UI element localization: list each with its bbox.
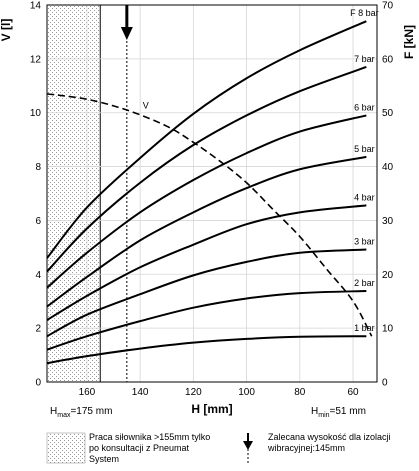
h-max-value: =175 mm (70, 406, 112, 417)
legend-arrow-text: Zalecana wysokość dla izolacji wibracyjn… (268, 432, 391, 453)
x-tick-label: 160 (79, 387, 96, 398)
h-min-label: Hmin=51 mm (311, 406, 366, 419)
x-tick-label: 100 (238, 387, 255, 398)
y-left-tick-label: 2 (35, 324, 41, 335)
volume-curve-label: V (143, 101, 149, 111)
force-curve (46, 20, 367, 259)
legend-arrow-icon (243, 441, 253, 450)
y-right-tick-label: 20 (382, 270, 394, 281)
x-tick-label: 60 (347, 387, 359, 398)
y-right-tick-label: 40 (382, 162, 394, 173)
h-min-symbol: H (311, 406, 318, 417)
y-right-tick-label: 0 (382, 378, 388, 389)
force-curve-label: F 8 bar (350, 8, 379, 18)
force-curve-label: 6 bar (354, 102, 375, 112)
y-right-tick-label: 50 (382, 108, 394, 119)
y-right-tick-label: 10 (382, 324, 394, 335)
y-left-tick-label: 14 (30, 1, 42, 12)
force-curve (46, 66, 367, 273)
force-curve (46, 248, 367, 338)
x-tick-label: 80 (294, 387, 306, 398)
plot-frame (46, 4, 378, 383)
x-tick-label: 140 (132, 387, 149, 398)
h-max-subscript: max (57, 412, 71, 419)
force-curve-label: 4 bar (354, 192, 375, 202)
hatched-region-layer (47, 5, 101, 382)
force-curve (46, 204, 367, 321)
force-curve (46, 289, 367, 351)
y-left-tick-label: 12 (30, 54, 42, 65)
force-curve-label: 1 bar (354, 323, 375, 333)
y-left-tick-label: 0 (35, 378, 41, 389)
y-left-axis-title: V [l] (0, 19, 13, 42)
y-right-tick-label: 30 (382, 216, 394, 227)
y-left-tick-label: 6 (35, 216, 41, 227)
y-left-tick-label: 4 (35, 270, 41, 281)
h-max-label: Hmax=175 mm (50, 406, 112, 419)
force-curve (46, 114, 367, 289)
x-tick-label: 120 (185, 387, 202, 398)
h-min-subscript: min (318, 412, 329, 419)
frame-layer (46, 4, 378, 383)
force-curve-label: 5 bar (354, 144, 375, 154)
curves-layer: F 8 bar 7 bar 6 bar 5 bar 4 bar 3 bar 2 bar 1 b… (46, 5, 379, 382)
y-right-tick-label: 70 (382, 1, 394, 12)
y-right-axis-title: F [kN] (402, 25, 416, 59)
legend-hatch-swatch (46, 432, 86, 464)
force-curve-label: 2 bar (354, 278, 375, 288)
force-curve (46, 335, 367, 365)
h-max-symbol: H (50, 406, 57, 417)
force-curve-label: 7 bar (354, 54, 375, 64)
volume-curve (46, 93, 373, 337)
y-left-tick-label: 8 (35, 162, 41, 173)
force-curve-label: 3 bar (354, 237, 375, 247)
y-left-tick-label: 10 (30, 108, 42, 119)
x-axis-title: H [mm] (191, 402, 232, 416)
legend-hatch-text: Praca siłownika >155mm tylko po konsulta… (89, 432, 211, 464)
grid-layer (47, 4, 377, 383)
y-right-tick-label: 60 (382, 54, 394, 65)
force-curve (46, 155, 367, 308)
marker-arrow-icon (120, 27, 133, 40)
h-min-value: =51 mm (330, 406, 366, 417)
hatched-region (47, 5, 101, 382)
